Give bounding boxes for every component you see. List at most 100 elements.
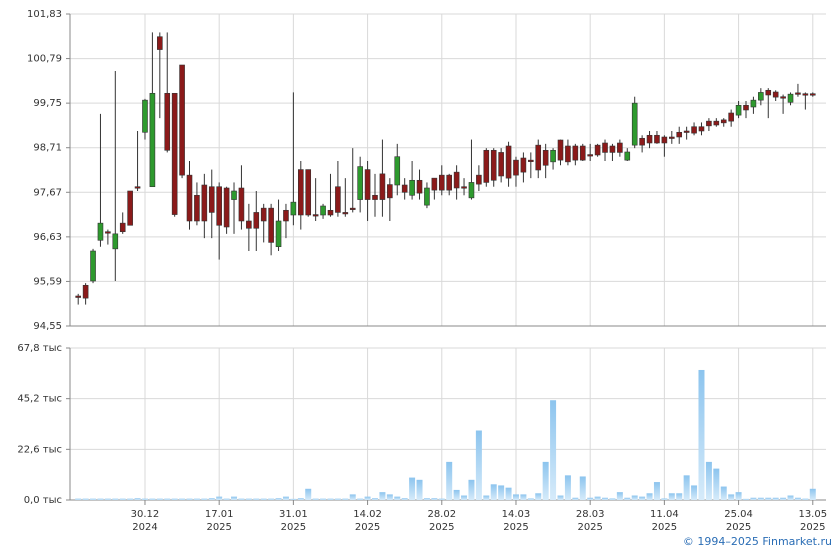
candle-body xyxy=(231,190,237,200)
candle-body xyxy=(312,214,319,217)
volume-bar xyxy=(683,475,690,500)
candle-body xyxy=(513,159,519,176)
x-tick-label: 30.12 xyxy=(131,509,160,520)
volume-bar xyxy=(75,498,82,500)
volume-bar xyxy=(609,498,616,500)
candle-body xyxy=(654,134,660,144)
candle-body xyxy=(720,119,727,124)
volume-bar xyxy=(334,498,341,500)
candle-body xyxy=(758,92,764,101)
volume-bar xyxy=(616,492,623,500)
y-tick-label: 22,6 тыс xyxy=(17,444,62,455)
x-tick-label: 28.02 xyxy=(427,509,456,520)
volume-bar xyxy=(802,498,809,500)
volume-bar xyxy=(780,497,787,500)
volume-bar xyxy=(193,498,200,500)
candle-body xyxy=(75,295,81,298)
candle-body xyxy=(706,120,712,127)
candle-body xyxy=(728,112,734,122)
candle-body xyxy=(795,92,801,95)
candle-body xyxy=(750,99,757,108)
candle-body xyxy=(646,134,653,144)
candle-body xyxy=(787,93,794,103)
volume-bar xyxy=(787,495,794,500)
candle-body xyxy=(253,212,260,229)
volume-bar xyxy=(82,498,89,500)
footer: © 1994–2025 Finmarket.ru xyxy=(683,535,832,548)
candle-body xyxy=(668,136,675,139)
x-tick-label: 17.01 xyxy=(205,509,234,520)
volume-bar xyxy=(527,498,534,500)
volume-bar xyxy=(512,494,519,500)
x-tick-year: 2025 xyxy=(577,522,602,533)
y-tick-label: 0,0 тыс xyxy=(24,495,62,506)
candle-body xyxy=(461,186,467,189)
candle-body xyxy=(594,144,601,156)
volume-bar xyxy=(327,498,334,500)
volume-bar xyxy=(386,494,393,500)
volume-bar xyxy=(119,498,126,500)
candle-body xyxy=(587,154,593,157)
volume-bar xyxy=(579,476,586,500)
volume-bar xyxy=(728,494,735,500)
volume-bar xyxy=(765,497,772,500)
volume-bar xyxy=(572,497,579,500)
candle-body xyxy=(387,184,393,199)
candle-body xyxy=(297,169,304,216)
volume-bar xyxy=(453,489,460,500)
candle-body xyxy=(802,93,809,96)
candle-body xyxy=(424,187,430,206)
candle-body xyxy=(327,209,334,216)
volume-bar xyxy=(90,498,97,500)
volume-bar xyxy=(446,461,453,500)
volume-bar xyxy=(794,497,801,500)
x-tick-label: 31.01 xyxy=(279,509,308,520)
candle-body xyxy=(149,92,156,188)
volume-bar xyxy=(676,493,683,500)
candle-body xyxy=(372,194,378,200)
volume-bar xyxy=(646,493,653,500)
candle-body xyxy=(765,89,772,96)
volume-bar xyxy=(401,498,408,500)
volume-bar xyxy=(423,498,430,500)
candle-body xyxy=(691,126,697,134)
volume-bar xyxy=(268,498,275,500)
candle-body xyxy=(223,187,230,228)
volume-bar xyxy=(705,461,712,500)
volume-bar xyxy=(104,498,111,500)
volume-bar xyxy=(290,498,297,500)
volume-bar xyxy=(156,498,163,500)
volume-bar xyxy=(97,498,104,500)
volume-bar xyxy=(602,497,609,500)
candle-body xyxy=(609,145,616,153)
volume-bar xyxy=(698,369,705,500)
candle-body xyxy=(520,157,527,173)
volume-bar xyxy=(505,487,512,500)
candle-body xyxy=(631,102,638,146)
candle-body xyxy=(438,174,445,191)
candle-body xyxy=(416,179,423,194)
candle-body xyxy=(290,201,297,216)
volume-bar xyxy=(164,498,171,500)
candle-body xyxy=(409,179,415,196)
volume-bar xyxy=(557,495,564,500)
volume-bar xyxy=(171,498,178,500)
volume-bar xyxy=(468,479,475,500)
candle-body xyxy=(528,159,534,162)
volume-bar xyxy=(750,497,757,500)
candle-body xyxy=(194,194,200,222)
volume-bar xyxy=(483,495,490,500)
candle-body xyxy=(171,92,178,215)
candle-body xyxy=(557,139,564,161)
volume-bar xyxy=(691,485,698,500)
y-tick-label: 45,2 тыс xyxy=(17,394,62,405)
candle-body xyxy=(357,166,363,200)
x-tick-year: 2024 xyxy=(132,522,157,533)
volume-bar xyxy=(520,494,527,500)
candle-body xyxy=(809,93,816,96)
volume-bar xyxy=(253,498,260,500)
candle-body xyxy=(342,212,349,215)
candle-body xyxy=(105,231,111,234)
candle-body xyxy=(379,173,386,200)
candle-body xyxy=(90,250,96,282)
